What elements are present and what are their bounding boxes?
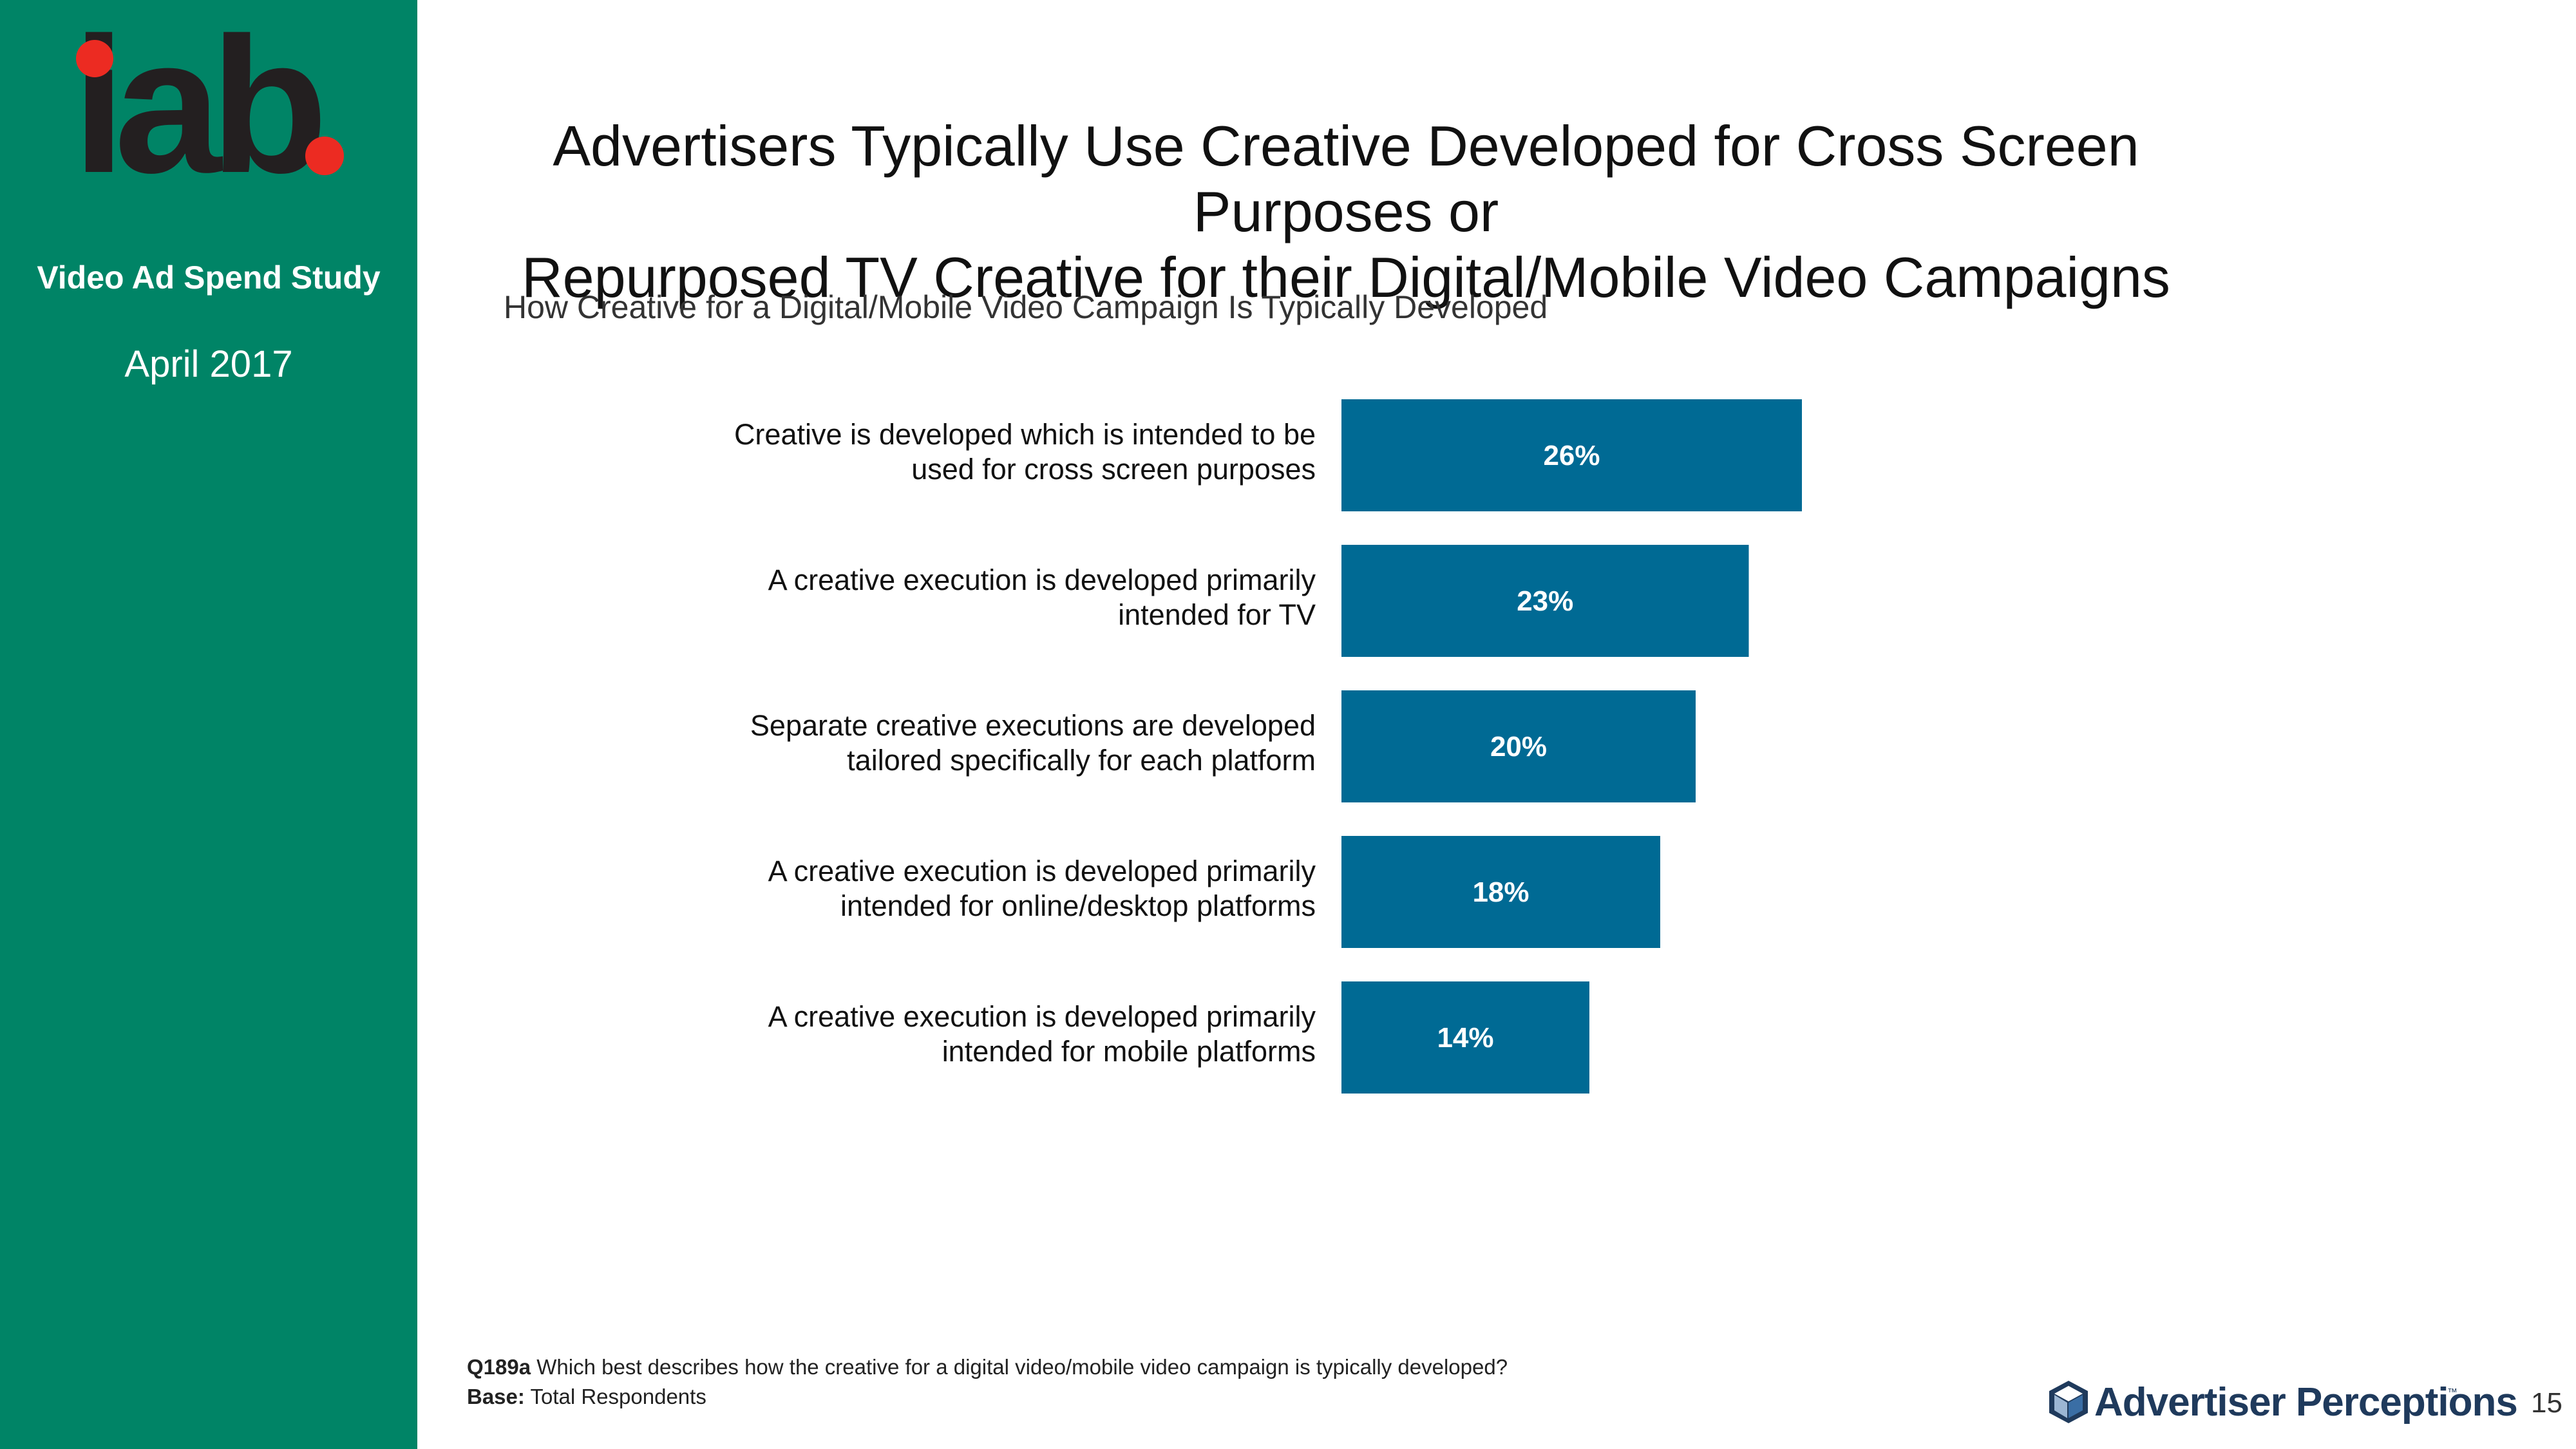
bar-value-label-3: 20% bbox=[1490, 731, 1547, 762]
bar-5 bbox=[1341, 981, 1589, 1094]
iab-logo: iab bbox=[72, 0, 355, 213]
footnote-base: Base: Total Respondents bbox=[467, 1385, 706, 1409]
slide-title: Advertisers Typically Use Creative Devel… bbox=[464, 113, 2228, 310]
bar-value-label-5: 14% bbox=[1437, 1022, 1493, 1054]
base-label: Base: bbox=[467, 1385, 525, 1408]
iab-logo-dot-period bbox=[305, 137, 344, 175]
footnote-question: Q189a Which best describes how the creat… bbox=[467, 1355, 1508, 1379]
sidebar: iab Video Ad Spend Study April 2017 bbox=[0, 0, 417, 1449]
iab-logo-dot-i bbox=[76, 40, 113, 77]
category-label-4: A creative execution is developed primar… bbox=[768, 855, 1316, 922]
slide-title-line-1: Advertisers Typically Use Creative Devel… bbox=[553, 114, 2139, 243]
bar-1 bbox=[1341, 399, 1802, 511]
category-label-5: A creative execution is developed primar… bbox=[768, 1000, 1316, 1068]
study-name: Video Ad Spend Study bbox=[37, 260, 381, 296]
study-date: April 2017 bbox=[124, 343, 293, 385]
bar-3 bbox=[1341, 690, 1696, 802]
page-number: 15 bbox=[2531, 1387, 2562, 1419]
bar-value-label-4: 18% bbox=[1472, 876, 1529, 908]
bar-value-label-1: 26% bbox=[1543, 440, 1600, 471]
base-text: Total Respondents bbox=[530, 1385, 706, 1408]
category-label-3: Separate creative executions are develop… bbox=[750, 709, 1316, 777]
category-label-1: Creative is developed which is intended … bbox=[734, 418, 1316, 486]
brand-name: Advertiser Perceptions bbox=[2094, 1380, 2518, 1425]
iab-logo-wordmark: iab bbox=[72, 0, 328, 213]
brand-trademark: ™ bbox=[2447, 1387, 2458, 1398]
bar-4 bbox=[1341, 836, 1660, 948]
chart-subtitle: How Creative for a Digital/Mobile Video … bbox=[504, 289, 1548, 325]
cube-logo-icon bbox=[2049, 1381, 2088, 1423]
bar-2 bbox=[1341, 545, 1749, 657]
question-text: Which best describes how the creative fo… bbox=[536, 1355, 1508, 1379]
slide-title-line-2: Repurposed TV Creative for their Digital… bbox=[522, 245, 2170, 309]
question-id: Q189a bbox=[467, 1355, 531, 1379]
bar-value-label-2: 23% bbox=[1517, 585, 1573, 617]
category-label-2: A creative execution is developed primar… bbox=[768, 564, 1316, 631]
